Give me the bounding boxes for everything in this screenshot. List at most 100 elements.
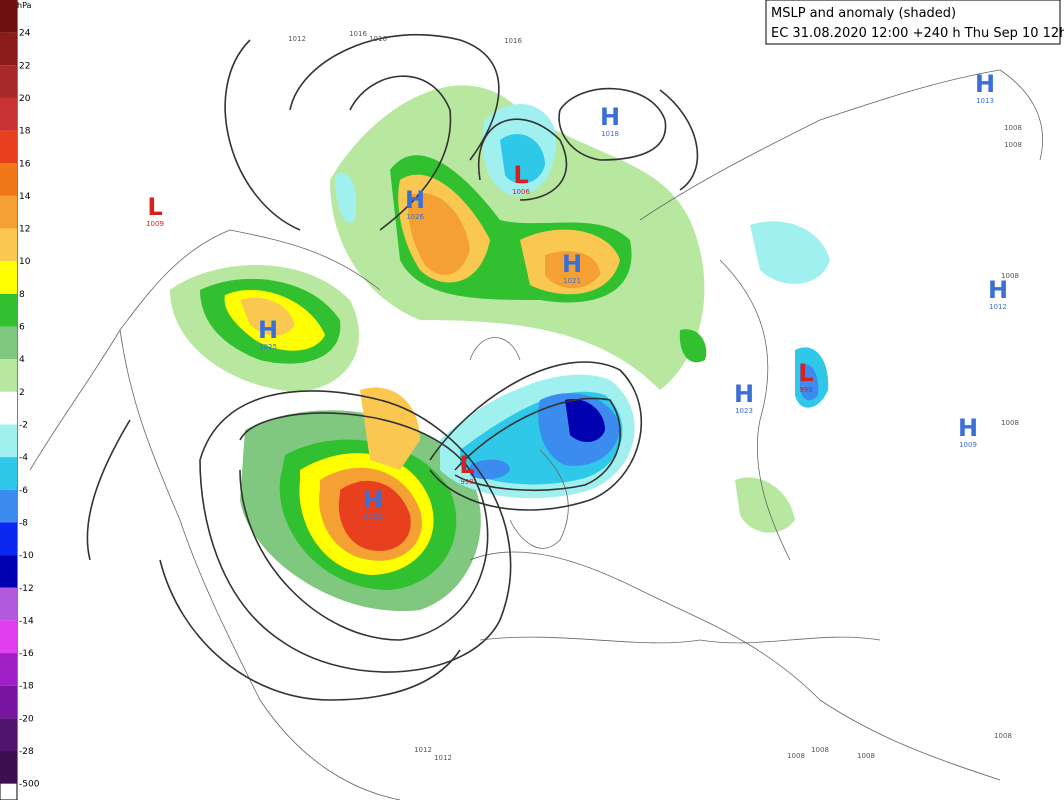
isobar-label: 1016: [369, 35, 387, 43]
colorbar-label: 24: [19, 29, 31, 39]
colorbar-swatch: [0, 326, 17, 360]
colorbar-label: 16: [19, 159, 31, 169]
center-letter: H: [988, 276, 1008, 304]
center-pressure: 1021: [563, 277, 581, 285]
isobar-label: 1012: [414, 746, 432, 754]
center-letter: L: [798, 359, 813, 387]
colorbar-swatch: [0, 424, 17, 458]
isobar-label: 1008: [1004, 124, 1022, 132]
center-pressure: 1009: [959, 441, 977, 449]
center-pressure: 1033: [364, 513, 382, 521]
colorbar-label: 12: [19, 225, 30, 235]
center-letter: L: [147, 193, 162, 221]
colorbar-swatch: [0, 293, 17, 327]
colorbar-swatch: [0, 130, 17, 164]
isobar-label: 1016: [349, 30, 367, 38]
colorbar-label: 8: [19, 290, 25, 300]
colorbar-swatch: [0, 685, 17, 719]
colorbar-swatch: [0, 97, 17, 131]
colorbar-label: 18: [19, 127, 31, 137]
isobar-label: 1008: [1001, 419, 1019, 427]
center-letter: H: [958, 414, 978, 442]
colorbar-label: -500: [19, 780, 40, 790]
colorbar-label: -4: [19, 453, 28, 463]
pressure-centers: H1013L1009H1026L1006H1018H1021H1025H1012…: [146, 70, 1008, 521]
colorbar-label: -12: [19, 584, 34, 594]
colorbar-label: 10: [19, 257, 31, 267]
center-letter: H: [600, 103, 620, 131]
isobar-label: 1008: [811, 746, 829, 754]
colorbar-swatch: [0, 261, 17, 294]
colorbar: hPa 24 22 20 18 16 14 12 10 8 6 4 2 -2 -4 -6 -8 -10 -12 -14…: [0, 0, 40, 800]
colorbar-label: -10: [19, 551, 34, 561]
colorbar-swatch: [0, 489, 17, 523]
coastlines: [29, 69, 1043, 800]
colorbar-swatch: [0, 228, 17, 262]
colorbar-swatch: [0, 620, 17, 654]
colorbar-label: 22: [19, 61, 30, 71]
map-subtitle: EC 31.08.2020 12:00 +240 h Thu Sep 10 12…: [771, 26, 1064, 41]
colorbar-swatch: [0, 653, 17, 686]
isobar-label: 1008: [1004, 141, 1022, 149]
colorbar-swatch: [0, 522, 17, 556]
colorbar-swatch: [0, 359, 17, 392]
colorbar-label: -16: [19, 649, 34, 659]
isobar-label: 1016: [504, 37, 522, 45]
colorbar-label: -14: [19, 616, 34, 626]
colorbar-label: 4: [19, 355, 25, 365]
center-letter: H: [975, 70, 995, 98]
isobar-label: 1012: [288, 35, 306, 43]
isobar-label: 1012: [434, 754, 452, 762]
colorbar-unit: hPa: [17, 1, 32, 10]
colorbar-label: 20: [19, 94, 31, 104]
center-pressure: 1012: [989, 303, 1007, 311]
center-pressure: 1006: [512, 188, 530, 196]
colorbar-swatch: [0, 391, 17, 425]
anomaly-shading: [170, 85, 830, 612]
center-pressure: 998: [799, 386, 812, 394]
isobar-label: 1008: [1001, 272, 1019, 280]
center-pressure: 1018: [601, 130, 619, 138]
isobar-label: 1008: [857, 752, 875, 760]
colorbar-swatch: [0, 555, 17, 588]
colorbar-swatch: [0, 0, 17, 33]
center-pressure: 998: [460, 478, 473, 486]
colorbar-label: 2: [19, 388, 25, 398]
colorbar-label: -6: [19, 486, 28, 496]
isobar-label: 1008: [787, 752, 805, 760]
colorbar-swatch: [0, 587, 17, 621]
colorbar-swatch: [0, 718, 17, 752]
colorbar-swatch: [0, 65, 17, 98]
center-pressure: 1025: [259, 343, 277, 351]
center-pressure: 1023: [735, 407, 753, 415]
colorbar-swatch: [0, 163, 17, 196]
title-box: MSLP and anomaly (shaded) EC 31.08.2020 …: [765, 0, 1064, 45]
center-letter: H: [405, 186, 425, 214]
map-title: MSLP and anomaly (shaded): [771, 6, 956, 21]
colorbar-label: 14: [19, 192, 31, 202]
colorbar-swatch: [0, 751, 17, 784]
colorbar-label: -2: [19, 420, 28, 430]
center-letter: H: [363, 486, 383, 514]
colorbar-label: -8: [19, 518, 28, 528]
colorbar-swatch: [0, 457, 17, 490]
colorbar-label: -28: [19, 747, 34, 757]
colorbar-swatch: [0, 32, 17, 66]
center-letter: H: [734, 380, 754, 408]
center-letter: H: [258, 316, 278, 344]
center-letter: L: [459, 451, 474, 479]
isobar-label: 1008: [994, 732, 1012, 740]
title-frame: [765, 0, 1061, 45]
colorbar-swatch: [0, 195, 17, 229]
center-pressure: 1026: [406, 213, 424, 221]
center-pressure: 1009: [146, 220, 164, 228]
center-letter: L: [513, 161, 528, 189]
center-pressure: 1013: [976, 97, 994, 105]
colorbar-label: -20: [19, 714, 34, 724]
isobars: [86, 34, 699, 701]
center-letter: H: [562, 250, 582, 278]
colorbar-label: -18: [19, 682, 34, 692]
colorbar-label: 6: [19, 323, 25, 333]
